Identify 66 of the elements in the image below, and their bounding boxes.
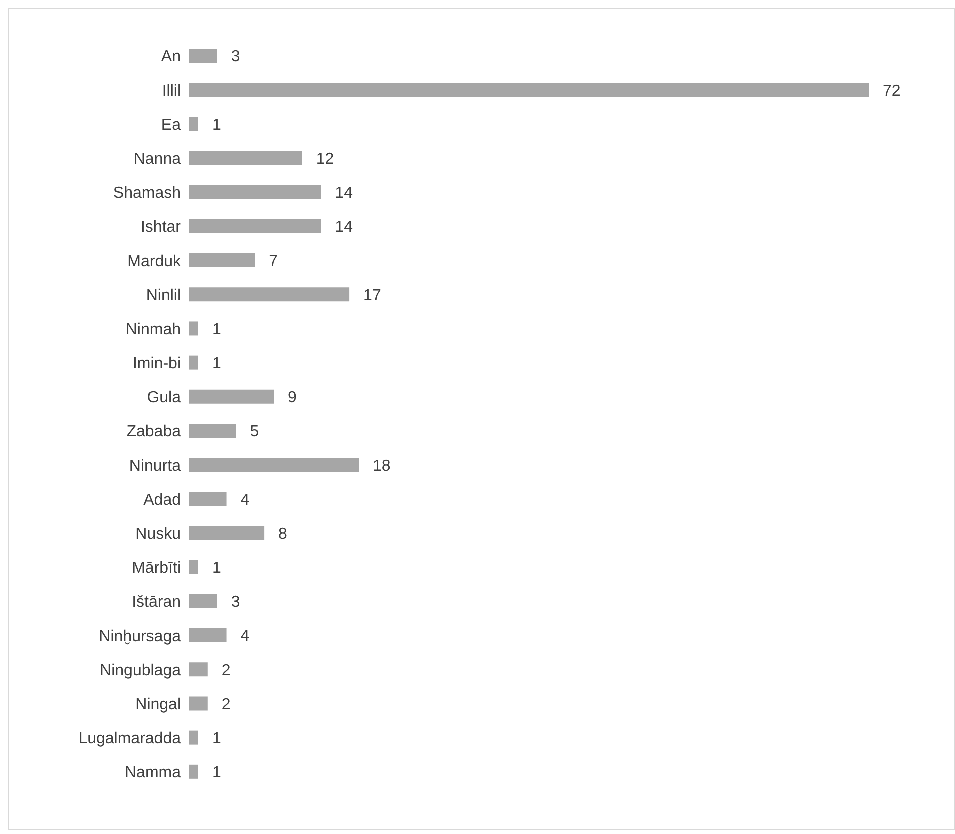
data-label: 9 bbox=[288, 390, 297, 407]
y-tick-label: Ishtar bbox=[140, 219, 182, 236]
bar bbox=[189, 730, 198, 745]
y-tick-label: Marduk bbox=[128, 253, 182, 270]
bar bbox=[189, 458, 359, 472]
bar bbox=[189, 492, 227, 506]
data-label: 1 bbox=[212, 321, 222, 338]
y-tick-label: Ninlil bbox=[146, 287, 181, 304]
data-label: 14 bbox=[335, 185, 354, 202]
data-label: 2 bbox=[222, 696, 231, 714]
y-tick-label: Ninmah bbox=[126, 321, 181, 338]
y-tick-label: Shamash bbox=[113, 185, 181, 202]
bar bbox=[189, 662, 208, 677]
bar bbox=[189, 219, 322, 234]
data-label: 7 bbox=[269, 253, 278, 270]
bar bbox=[189, 49, 218, 63]
bar bbox=[189, 424, 236, 438]
bar bbox=[189, 764, 198, 779]
bar bbox=[189, 696, 208, 711]
y-tick-label: Lugalmaradda bbox=[78, 730, 182, 748]
y-tick-label: Illil bbox=[162, 82, 181, 100]
y-tick-label: Adad bbox=[144, 492, 181, 509]
bar bbox=[189, 356, 198, 370]
bar bbox=[189, 83, 869, 98]
y-tick-label: Namma bbox=[124, 764, 182, 782]
data-label: 3 bbox=[231, 594, 240, 612]
y-tick-label: Zababa bbox=[126, 424, 182, 441]
bar bbox=[189, 151, 302, 166]
bar bbox=[189, 288, 350, 302]
y-tick-label: Ninḫursaga bbox=[99, 628, 182, 646]
data-label: 4 bbox=[240, 492, 250, 509]
data-label: 1 bbox=[212, 560, 222, 578]
data-label: 3 bbox=[231, 48, 240, 66]
data-label: 18 bbox=[373, 458, 391, 475]
data-label: 72 bbox=[883, 82, 901, 100]
bar bbox=[189, 560, 198, 574]
y-tick-label: An bbox=[161, 48, 181, 66]
data-label: 1 bbox=[212, 764, 222, 782]
y-tick-label: Imin-bi bbox=[132, 356, 181, 373]
data-label: 1 bbox=[212, 356, 222, 372]
y-tick-label: Gula bbox=[147, 390, 182, 407]
bar bbox=[189, 526, 265, 540]
data-label: 2 bbox=[222, 662, 231, 680]
y-tick-label: Nusku bbox=[136, 526, 181, 543]
data-label: 8 bbox=[278, 526, 288, 543]
y-tick-label: Ninurta bbox=[129, 458, 182, 475]
y-tick-label: Nanna bbox=[134, 151, 182, 168]
bar bbox=[189, 322, 198, 336]
data-label: 4 bbox=[240, 628, 250, 646]
data-label: 14 bbox=[335, 219, 354, 236]
data-label: 1 bbox=[212, 730, 222, 748]
y-tick-label: Mārbīti bbox=[132, 560, 181, 578]
bar bbox=[189, 117, 198, 132]
bar bbox=[189, 185, 322, 200]
bar bbox=[189, 390, 274, 404]
data-label: 1 bbox=[212, 116, 222, 134]
y-tick-label: Ningal bbox=[136, 696, 181, 714]
data-label: 17 bbox=[364, 287, 382, 304]
bar bbox=[189, 594, 218, 608]
data-label: 5 bbox=[250, 424, 260, 441]
y-tick-label: Ištāran bbox=[132, 594, 181, 612]
data-label: 12 bbox=[316, 150, 334, 168]
bar bbox=[189, 628, 227, 643]
y-tick-label: Ningublaga bbox=[100, 662, 182, 680]
bar bbox=[189, 254, 256, 268]
y-tick-label: Ea bbox=[161, 116, 182, 134]
